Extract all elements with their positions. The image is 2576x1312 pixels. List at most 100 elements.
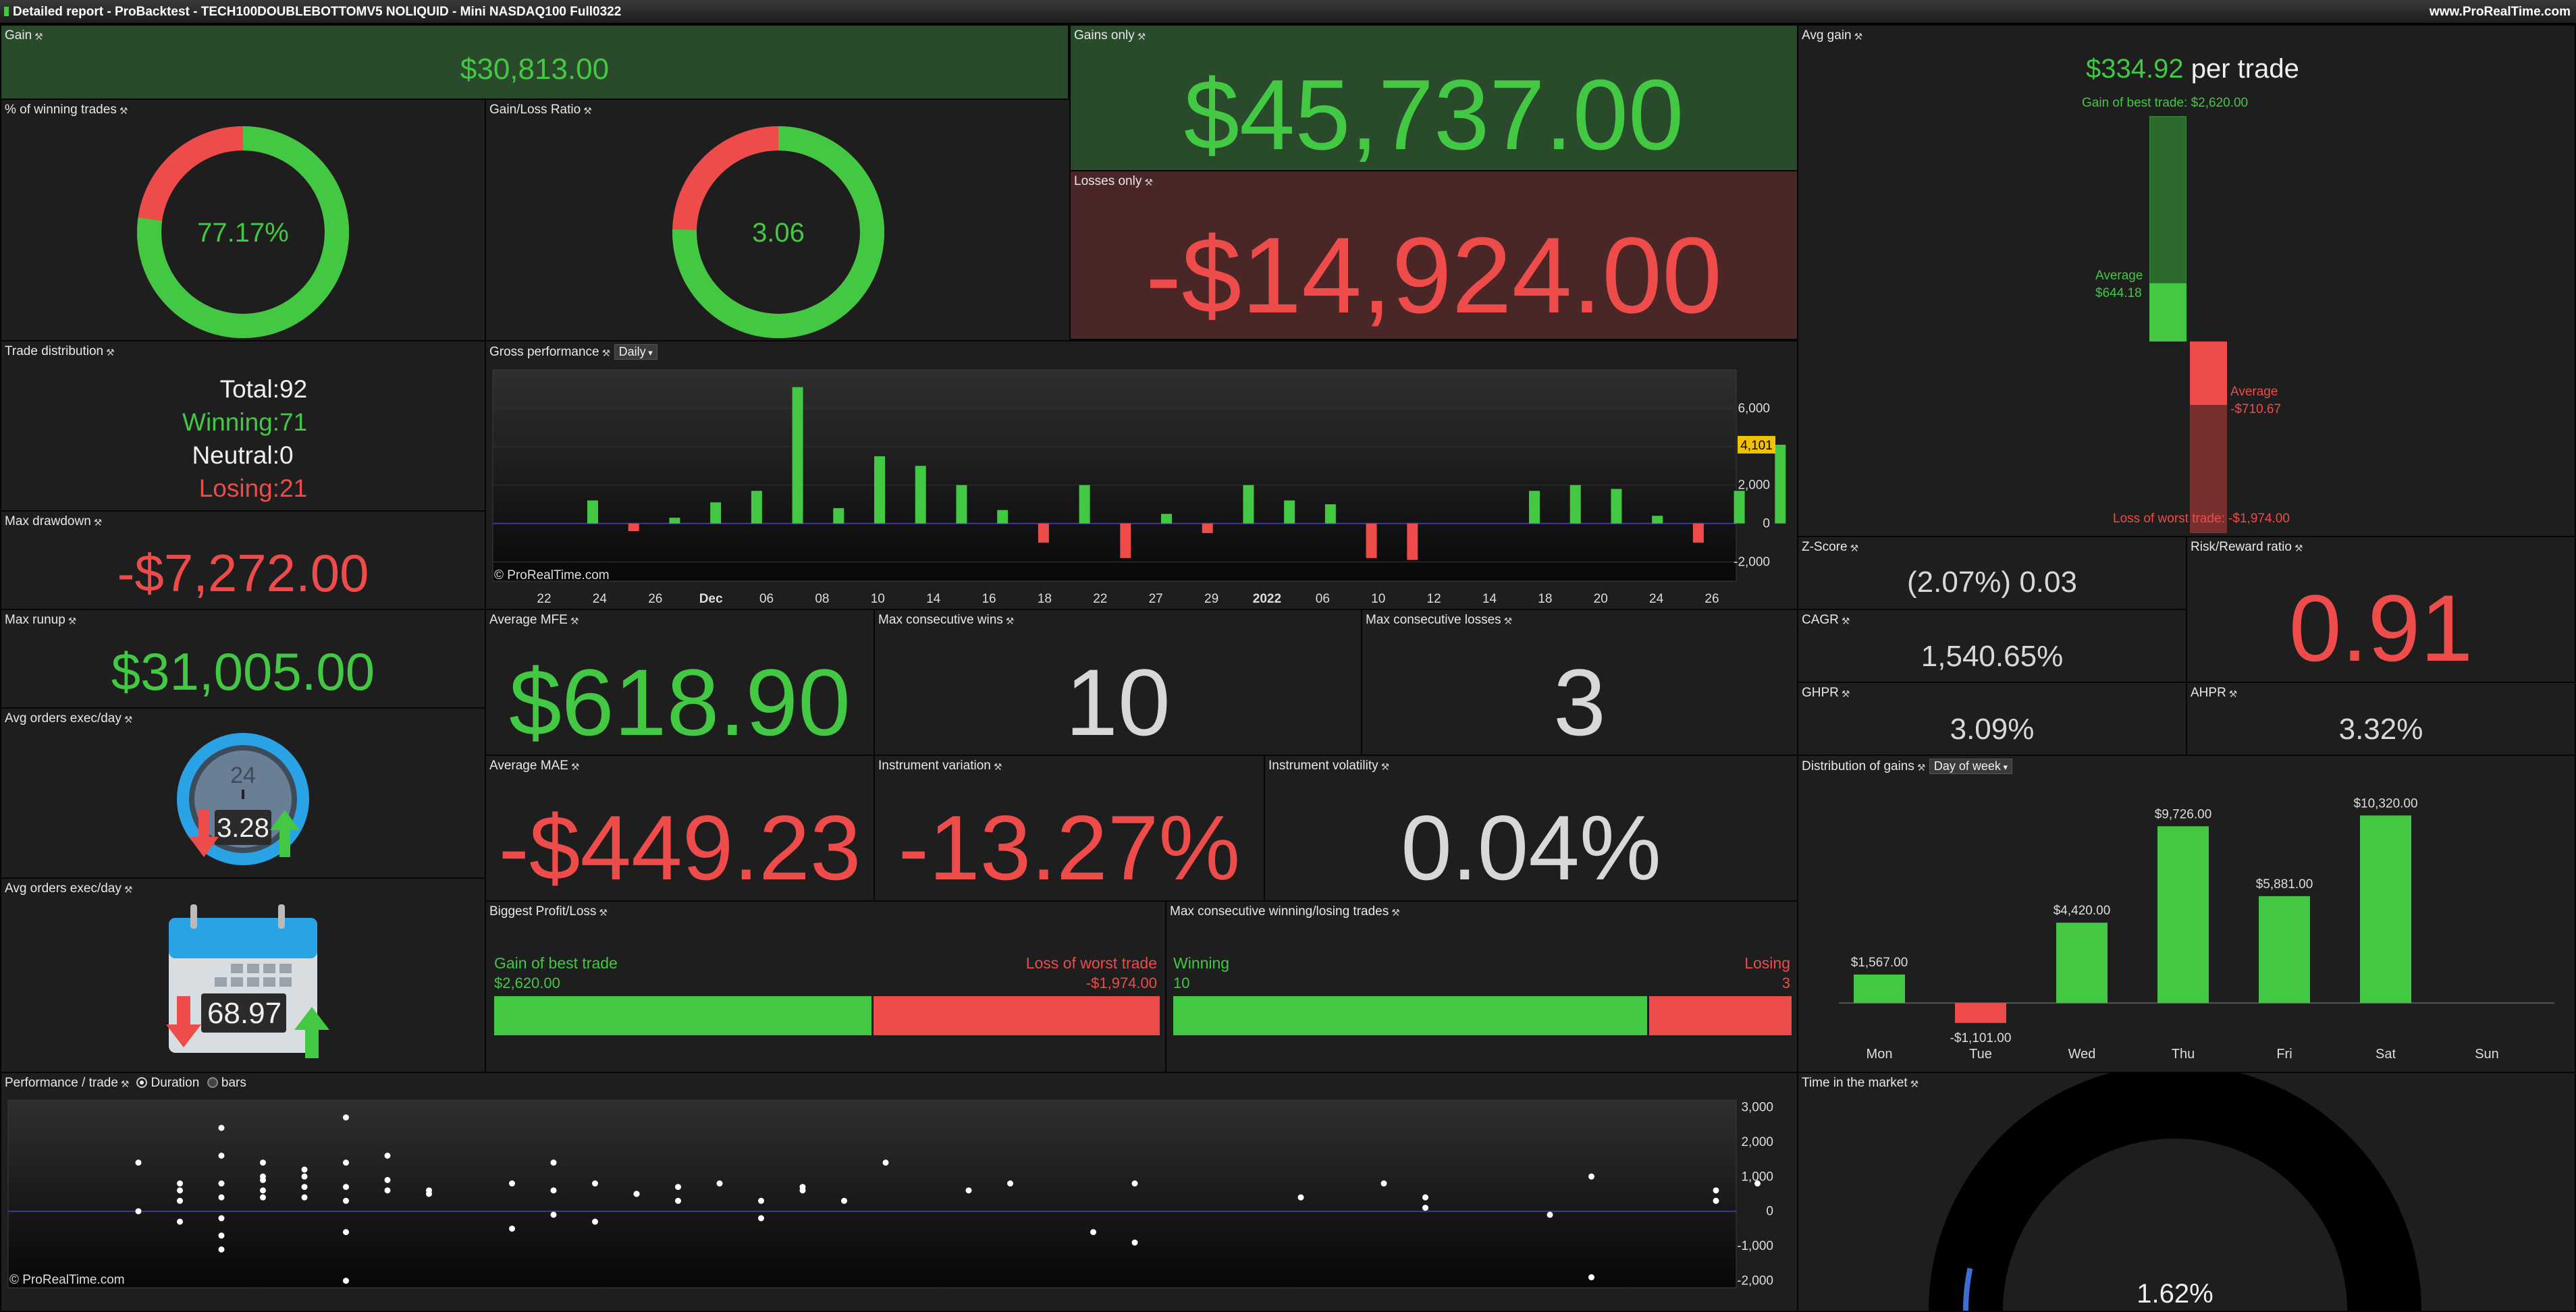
wrench-icon[interactable]: ⚒ <box>570 761 580 772</box>
scatter-point <box>301 1166 308 1173</box>
wrench-icon[interactable]: ⚒ <box>106 347 115 358</box>
y-tick-label: -2,000 <box>1734 555 1770 570</box>
bar <box>1854 974 1905 1004</box>
instrument-variation-value: -13.27% <box>898 796 1241 899</box>
zscore-value: 0.03 <box>2019 566 2077 599</box>
scatter-point <box>592 1218 598 1225</box>
scatter-point <box>1422 1205 1428 1211</box>
duration-radio[interactable] <box>136 1077 148 1088</box>
wrench-icon[interactable]: ⚒ <box>1854 31 1863 42</box>
wrench-icon[interactable]: ⚒ <box>1910 1078 1919 1089</box>
average-mae-panel: Average MAE ⚒ -$449.23 <box>485 755 875 902</box>
avg-win-value: $644.18 <box>2095 286 2142 300</box>
panel-header: Avg gain ⚒ <box>1802 28 1864 43</box>
wrench-icon[interactable]: ⚒ <box>1391 907 1400 918</box>
distribution-of-gains-panel: Distribution of gains⚒Day of week $1,567… <box>1797 755 2576 1073</box>
plot-area <box>492 369 1737 582</box>
panel-header: Max consecutive losses ⚒ <box>1366 613 1513 628</box>
wrench-icon[interactable]: ⚒ <box>120 1078 130 1089</box>
panel-header: AHPR ⚒ <box>2191 686 2238 701</box>
bar <box>1611 489 1622 524</box>
performance-per-trade-panel: Performance / trade ⚒ Duration bars 3,000… <box>0 1072 1798 1312</box>
scatter-point <box>384 1152 391 1159</box>
wrench-icon[interactable]: ⚒ <box>599 907 608 918</box>
wrench-icon[interactable]: ⚒ <box>601 348 611 358</box>
wrench-icon[interactable]: ⚒ <box>2294 543 2303 553</box>
panel-title: GHPR <box>1802 686 1839 700</box>
wrench-icon[interactable]: ⚒ <box>1005 616 1015 626</box>
panel-title: Time in the market <box>1802 1076 1908 1090</box>
scatter-point <box>799 1187 806 1194</box>
wrench-icon[interactable]: ⚒ <box>993 761 1002 772</box>
max-consecutive-wl-panel: Max consecutive winning/losing trades ⚒ W… <box>1165 900 1798 1073</box>
scatter-point <box>343 1278 349 1284</box>
biggest-profit-loss-panel: Biggest Profit/Loss ⚒ Gain of best trade … <box>485 900 1166 1073</box>
bar <box>1284 500 1295 524</box>
dist-row-winning: Winning:71 <box>1 406 485 439</box>
bar <box>997 510 1009 524</box>
risk-reward-panel: Risk/Reward ratio ⚒ 0.91 <box>2186 536 2576 683</box>
bar <box>1734 491 1745 524</box>
panel-title: Risk/Reward ratio <box>2191 540 2292 554</box>
bar <box>751 491 762 524</box>
wrench-icon[interactable]: ⚒ <box>1850 543 1859 553</box>
wrench-icon[interactable]: ⚒ <box>34 31 43 42</box>
x-tick-label: 08 <box>815 592 829 606</box>
scatter-point <box>301 1184 308 1191</box>
panel-title: Gross performance <box>489 345 599 359</box>
bars-radio[interactable] <box>207 1077 218 1088</box>
wrench-icon[interactable]: ⚒ <box>583 105 592 116</box>
losing-value: 3 <box>1781 975 1790 991</box>
worst-trade-value: -$1,974.00 <box>1085 975 1157 991</box>
wrench-icon[interactable]: ⚒ <box>570 616 579 626</box>
period-dropdown[interactable]: Daily <box>614 344 658 360</box>
x-tick-label: Dec <box>699 592 723 606</box>
wrench-icon[interactable]: ⚒ <box>1380 761 1390 772</box>
ghpr-panel: GHPR ⚒ 3.09% <box>1797 682 2187 756</box>
wrench-icon[interactable]: ⚒ <box>1916 762 1926 773</box>
wrench-icon[interactable]: ⚒ <box>124 884 133 895</box>
max-runup-value: $31,005.00 <box>111 642 375 701</box>
wrench-icon[interactable]: ⚒ <box>1841 616 1850 626</box>
avg-loss-bar <box>2190 341 2227 405</box>
bar <box>833 508 844 524</box>
instrument-volatility-panel: Instrument volatility ⚒ 0.04% <box>1264 755 1798 902</box>
window-title: Detailed report - ProBacktest - TECH100D… <box>4 0 621 24</box>
bar <box>2360 815 2411 1004</box>
wrench-icon[interactable]: ⚒ <box>93 517 103 528</box>
scatter-point <box>301 1194 308 1201</box>
wrench-icon[interactable]: ⚒ <box>124 714 133 725</box>
distribution-mode-dropdown[interactable]: Day of week <box>1929 759 2013 774</box>
scatter-point <box>1713 1197 1719 1204</box>
wrench-icon[interactable]: ⚒ <box>1137 31 1146 42</box>
scatter-point <box>177 1218 183 1225</box>
scatter-point <box>177 1180 183 1187</box>
site-link[interactable]: www.ProRealTime.com <box>2429 5 2571 19</box>
bar <box>1955 1003 2006 1023</box>
zscore-pct: (2.07%) <box>1907 566 2012 599</box>
panel-title: Biggest Profit/Loss <box>489 904 597 919</box>
scatter-point <box>260 1173 266 1180</box>
scatter-point <box>841 1197 847 1204</box>
scatter-point <box>343 1159 349 1166</box>
panel-title: Average MAE <box>489 759 568 773</box>
panel-title: Avg gain <box>1802 28 1852 43</box>
wrench-icon[interactable]: ⚒ <box>1503 616 1513 626</box>
bar <box>1529 491 1540 524</box>
wrench-icon[interactable]: ⚒ <box>1144 177 1153 188</box>
panel-title: Distribution of gains <box>1802 759 1914 773</box>
scatter-point <box>509 1180 515 1187</box>
best-trade-label: Gain of best trade: $2,620.00 <box>2082 96 2249 110</box>
wrench-icon[interactable]: ⚒ <box>2228 688 2238 699</box>
data-label: $4,420.00 <box>2054 904 2111 918</box>
wrench-icon[interactable]: ⚒ <box>1841 688 1850 699</box>
dist-row-total: Total:92 <box>1 373 485 406</box>
scatter-point <box>675 1197 681 1204</box>
wrench-icon[interactable]: ⚒ <box>119 105 128 116</box>
panel-header: GHPR ⚒ <box>1802 686 1851 701</box>
bar <box>874 456 885 524</box>
donut-win-arc <box>137 126 349 338</box>
down-arrow-icon <box>189 810 219 857</box>
scatter-point <box>218 1180 225 1187</box>
wrench-icon[interactable]: ⚒ <box>68 616 77 626</box>
